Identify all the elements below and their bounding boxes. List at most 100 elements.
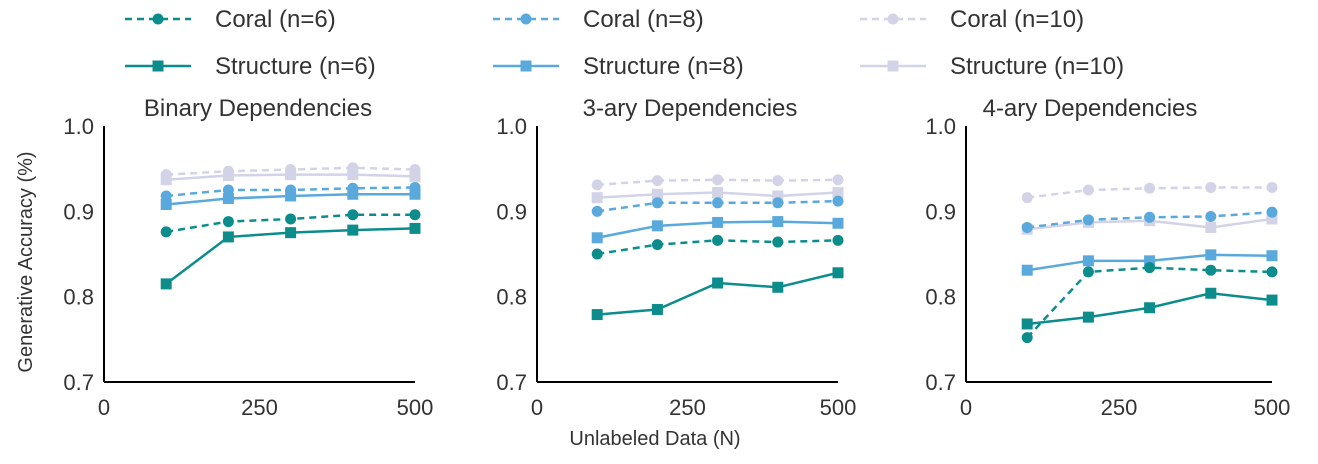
data-point — [409, 209, 421, 221]
data-point — [591, 179, 603, 191]
x-tick-label: 0 — [531, 395, 543, 420]
data-point — [347, 224, 359, 236]
data-point — [1266, 266, 1278, 278]
legend-item-structure-n-8: Structure (n=8) — [493, 53, 744, 80]
series-structure-n-8 — [591, 216, 844, 244]
legend-label: Coral (n=10) — [950, 6, 1084, 33]
legend-item-coral-n-8: Coral (n=8) — [493, 6, 704, 33]
legend-label: Structure (n=6) — [215, 53, 376, 80]
data-point — [1082, 214, 1094, 226]
x-tick-label: 250 — [1101, 395, 1138, 420]
series-coral-n-10 — [1021, 181, 1278, 204]
data-point — [832, 187, 844, 199]
series-coral-n-6 — [1021, 262, 1278, 344]
data-point — [1144, 211, 1156, 223]
data-point — [1082, 266, 1094, 278]
data-point — [772, 197, 784, 209]
data-point — [712, 234, 724, 246]
legend-marker — [887, 60, 899, 72]
data-point — [285, 213, 297, 225]
legend-item-structure-n-10: Structure (n=10) — [860, 53, 1124, 80]
data-point — [1021, 192, 1033, 204]
data-point — [591, 248, 603, 260]
series-structure-n-6 — [1021, 287, 1278, 330]
y-axis-label: Generative Accuracy (%) — [15, 151, 37, 372]
legend-item-coral-n-6: Coral (n=6) — [125, 6, 336, 33]
chart-title: 3-ary Dependencies — [583, 95, 798, 122]
x-tick-label: 250 — [241, 395, 278, 420]
data-point — [1144, 182, 1156, 194]
data-point — [1082, 184, 1094, 196]
data-point — [1205, 222, 1217, 234]
data-point — [1144, 262, 1156, 274]
y-tick-label: 0.9 — [63, 199, 94, 224]
data-point — [772, 281, 784, 293]
series-structure-n-10 — [160, 169, 421, 186]
data-point — [1266, 181, 1278, 193]
data-point — [222, 184, 234, 196]
series-line — [1026, 266, 1273, 339]
data-point — [832, 234, 844, 246]
data-point — [222, 193, 234, 205]
data-point — [712, 197, 724, 209]
data-point — [712, 187, 724, 199]
data-point — [347, 209, 359, 221]
data-point — [772, 236, 784, 248]
y-tick-label: 1.0 — [496, 114, 527, 139]
y-tick-label: 0.7 — [63, 370, 94, 395]
data-point — [1266, 294, 1278, 306]
data-point — [222, 216, 234, 228]
data-point — [1266, 213, 1278, 225]
data-point — [651, 188, 663, 200]
x-axis-label: Unlabeled Data (N) — [569, 428, 740, 450]
legend-label: Coral (n=6) — [215, 6, 336, 33]
x-tick-label: 500 — [397, 395, 434, 420]
data-point — [1082, 311, 1094, 323]
chart-panel-2: 3-ary Dependencies 0.7 0.8 0.9 1.0 0 250 500 — [496, 95, 856, 420]
legend-label: Structure (n=10) — [950, 53, 1124, 80]
x-tick-label: 500 — [820, 395, 857, 420]
data-point — [1205, 249, 1217, 261]
data-point — [1205, 181, 1217, 193]
legend-marker — [520, 60, 532, 72]
series-coral-n-8 — [1021, 206, 1278, 234]
series-coral-n-8 — [591, 195, 844, 217]
data-point — [1144, 302, 1156, 314]
data-point — [772, 175, 784, 187]
series-structure-n-6 — [591, 267, 844, 321]
chart-panel-1: Binary Dependencies 0.7 0.8 0.9 1.0 0 250 500 — [63, 95, 433, 420]
data-point — [1266, 206, 1278, 218]
y-tick-label: 0.7 — [925, 370, 956, 395]
data-point — [1021, 318, 1033, 330]
data-point — [409, 222, 421, 234]
data-point — [651, 239, 663, 251]
series-coral-n-6 — [591, 234, 844, 260]
series-coral-n-10 — [591, 174, 844, 191]
chart-title: 4-ary Dependencies — [983, 95, 1198, 122]
data-point — [1082, 255, 1094, 267]
data-point — [1266, 250, 1278, 262]
series-structure-n-10 — [591, 187, 844, 204]
data-point — [409, 170, 421, 182]
legend-marker — [152, 60, 164, 72]
data-point — [160, 199, 172, 211]
legend-label: Structure (n=8) — [583, 53, 744, 80]
data-point — [285, 169, 297, 181]
data-point — [285, 190, 297, 202]
y-tick-label: 1.0 — [925, 114, 956, 139]
data-point — [160, 190, 172, 202]
legend: Coral (n=6) Coral (n=8) Coral (n=10) Struct… — [125, 6, 1124, 80]
legend-label: Coral (n=8) — [583, 6, 704, 33]
data-point — [1205, 264, 1217, 276]
x-tick-label: 500 — [1254, 395, 1291, 420]
x-tick-label: 0 — [960, 395, 972, 420]
data-point — [651, 220, 663, 232]
series-coral-n-6 — [160, 209, 421, 238]
y-tick-label: 0.9 — [925, 199, 956, 224]
data-point — [591, 205, 603, 217]
data-point — [832, 217, 844, 229]
data-point — [160, 174, 172, 186]
y-tick-label: 0.7 — [496, 370, 527, 395]
